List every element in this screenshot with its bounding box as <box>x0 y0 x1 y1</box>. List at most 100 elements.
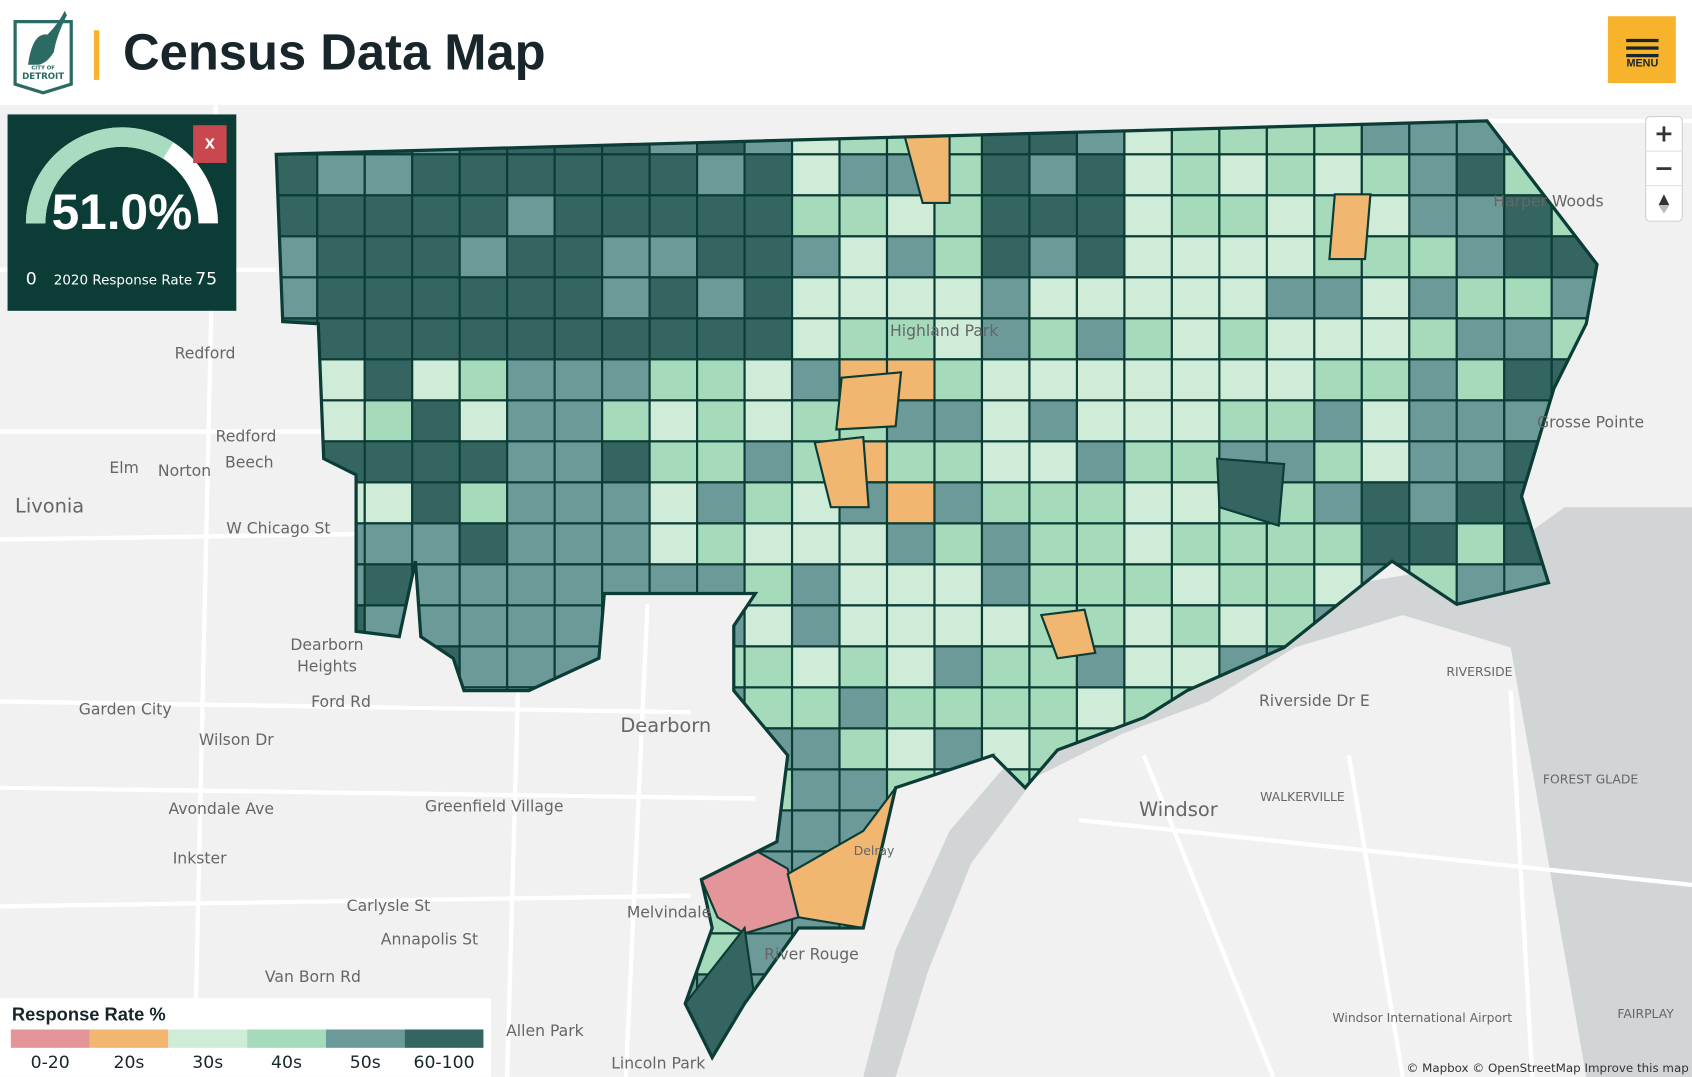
tract[interactable] <box>1313 276 1363 320</box>
tract[interactable] <box>648 235 699 279</box>
tract[interactable] <box>1170 522 1221 566</box>
tract[interactable] <box>743 440 794 484</box>
tract[interactable] <box>1170 481 1221 525</box>
tract[interactable] <box>506 604 556 648</box>
tract[interactable] <box>1028 153 1079 197</box>
tract[interactable] <box>363 399 414 443</box>
tract[interactable] <box>553 235 604 279</box>
tract[interactable] <box>648 358 699 402</box>
tract[interactable] <box>980 399 1031 443</box>
tract[interactable] <box>838 645 889 689</box>
tract[interactable] <box>696 276 746 320</box>
tract[interactable] <box>933 481 984 525</box>
tract[interactable] <box>1218 604 1268 648</box>
tract[interactable] <box>885 235 936 279</box>
tract[interactable] <box>1218 563 1268 607</box>
tract[interactable] <box>790 358 841 402</box>
tract[interactable] <box>1408 481 1458 525</box>
tract[interactable] <box>1123 276 1173 320</box>
tract[interactable] <box>1075 153 1126 197</box>
tract[interactable] <box>363 153 414 197</box>
tract[interactable] <box>553 317 604 361</box>
tract[interactable] <box>1455 358 1506 402</box>
tract[interactable] <box>1503 358 1553 402</box>
tract[interactable] <box>363 276 414 320</box>
tract[interactable] <box>835 371 903 431</box>
tract[interactable] <box>1360 235 1411 279</box>
tract[interactable] <box>790 276 841 320</box>
tract[interactable] <box>696 481 746 525</box>
tract[interactable] <box>790 809 841 853</box>
tract[interactable] <box>1075 235 1126 279</box>
tract[interactable] <box>458 522 509 566</box>
tract[interactable] <box>1455 153 1506 197</box>
tract[interactable] <box>1408 235 1458 279</box>
tract[interactable] <box>1503 194 1553 238</box>
tract[interactable] <box>1218 153 1268 197</box>
tract[interactable] <box>980 563 1031 607</box>
tract[interactable] <box>553 194 604 238</box>
tract[interactable] <box>363 563 414 607</box>
tract[interactable] <box>838 686 889 730</box>
tract[interactable] <box>1503 276 1553 320</box>
tract[interactable] <box>1265 522 1316 566</box>
tract[interactable] <box>1170 604 1221 648</box>
tract[interactable] <box>1123 440 1173 484</box>
tract[interactable] <box>1313 358 1363 402</box>
tract[interactable] <box>980 440 1031 484</box>
tract[interactable] <box>553 440 604 484</box>
tract[interactable] <box>506 358 556 402</box>
tract[interactable] <box>1265 153 1316 197</box>
tract[interactable] <box>1028 235 1079 279</box>
tract[interactable] <box>790 727 841 771</box>
tract[interactable] <box>458 399 509 443</box>
tract[interactable] <box>980 358 1031 402</box>
tract[interactable] <box>1218 276 1268 320</box>
tract[interactable] <box>458 481 509 525</box>
tract[interactable] <box>980 645 1031 689</box>
tract[interactable] <box>980 522 1031 566</box>
tract[interactable] <box>458 563 509 607</box>
tract[interactable] <box>1408 522 1458 566</box>
tract[interactable] <box>1313 399 1363 443</box>
tract[interactable] <box>506 276 556 320</box>
tract[interactable] <box>553 604 604 648</box>
tract[interactable] <box>506 522 556 566</box>
tract[interactable] <box>933 604 984 648</box>
tract[interactable] <box>363 522 414 566</box>
tract[interactable] <box>1360 481 1411 525</box>
tract[interactable] <box>933 645 984 689</box>
tract[interactable] <box>411 194 461 238</box>
tract[interactable] <box>601 440 651 484</box>
tract[interactable] <box>1408 317 1458 361</box>
tract[interactable] <box>316 153 366 197</box>
tract[interactable] <box>411 440 461 484</box>
logo[interactable]: CITY OF DETROIT <box>13 10 73 95</box>
zoom-in[interactable]: + <box>1654 119 1674 147</box>
tract[interactable] <box>1218 399 1268 443</box>
tract[interactable] <box>1455 481 1506 525</box>
tract[interactable] <box>648 276 699 320</box>
tract[interactable] <box>506 235 556 279</box>
tract[interactable] <box>648 194 699 238</box>
tract[interactable] <box>1123 317 1173 361</box>
tract[interactable] <box>1123 563 1173 607</box>
tract[interactable] <box>790 645 841 689</box>
tract[interactable] <box>933 358 984 402</box>
attribution[interactable]: © Mapbox © OpenStreetMap Improve this ma… <box>1406 1061 1688 1075</box>
tract[interactable] <box>743 194 794 238</box>
tract[interactable] <box>1455 522 1506 566</box>
tract[interactable] <box>933 440 984 484</box>
tract[interactable] <box>1028 440 1079 484</box>
tract[interactable] <box>696 194 746 238</box>
tract[interactable] <box>790 604 841 648</box>
tract[interactable] <box>1408 153 1458 197</box>
menu-button[interactable]: MENU <box>1607 16 1676 84</box>
tract[interactable] <box>1028 563 1079 607</box>
tract[interactable] <box>838 727 889 771</box>
tract[interactable] <box>1216 457 1286 527</box>
tract[interactable] <box>885 727 936 771</box>
tract[interactable] <box>458 194 509 238</box>
tract[interactable] <box>1455 399 1506 443</box>
tract[interactable] <box>506 194 556 238</box>
